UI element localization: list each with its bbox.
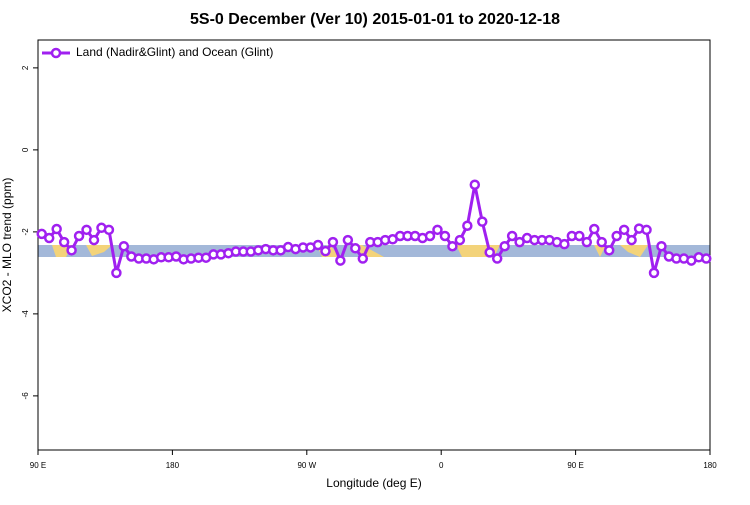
data-point	[611, 230, 622, 242]
data-point	[43, 232, 55, 244]
data-point	[342, 234, 354, 246]
data-point	[648, 267, 660, 279]
data-point	[454, 234, 466, 246]
y-tick-label: 0	[21, 147, 30, 152]
x-tick-label: 0	[439, 461, 444, 470]
data-point	[581, 236, 593, 248]
data-point	[499, 240, 510, 252]
data-point	[589, 223, 600, 235]
data-point	[574, 230, 585, 242]
data-point	[477, 216, 488, 227]
y-tick-label: 2	[21, 65, 30, 70]
data-point	[641, 224, 652, 236]
data-point	[73, 230, 85, 242]
data-point	[312, 239, 324, 251]
data-point	[491, 253, 503, 264]
data-point	[656, 240, 667, 252]
data-point	[506, 230, 518, 242]
data-point	[36, 228, 47, 240]
chart-title: 5S-0 December (Ver 10) 2015-01-01 to 202…	[190, 11, 560, 28]
y-axis-label: XCO2 - MLO trend (ppm)	[0, 178, 14, 313]
data-point	[335, 255, 346, 266]
data-point	[559, 238, 570, 250]
data-point	[469, 179, 481, 190]
data-point	[432, 224, 443, 236]
data-point	[350, 243, 361, 254]
y-tick-label: -4	[21, 310, 30, 318]
data-point	[81, 224, 92, 236]
data-point	[596, 236, 607, 248]
y-tick-label: -6	[21, 392, 30, 400]
data-point	[626, 234, 637, 246]
data-point	[484, 247, 495, 258]
x-tick-label: 90 E	[567, 461, 583, 470]
data-point	[701, 253, 712, 264]
data-point	[447, 240, 458, 252]
plot-frame	[37, 39, 711, 451]
data-point	[327, 236, 339, 248]
data-point	[320, 245, 331, 257]
data-point	[51, 223, 62, 235]
data-point	[58, 236, 70, 248]
legend-marker	[50, 47, 62, 59]
data-point	[514, 236, 525, 248]
legend-label: Land (Nadir&Glint) and Ocean (Glint)	[76, 45, 273, 59]
x-tick-label: 90 W	[297, 461, 316, 470]
x-tick-label: 90 E	[30, 461, 46, 470]
data-point	[439, 230, 451, 242]
y-tick-label: -2	[21, 228, 30, 236]
x-axis-label: Longitude (deg E)	[326, 476, 421, 490]
data-point	[603, 245, 615, 256]
data-point	[66, 245, 77, 256]
x-tick-label: 180	[166, 461, 180, 470]
data-point	[103, 224, 115, 236]
data-point	[618, 224, 630, 236]
data-point	[424, 230, 436, 242]
legend: Land (Nadir&Glint) and Ocean (Glint)	[42, 45, 273, 59]
data-point	[462, 220, 473, 231]
data-point	[118, 240, 130, 252]
x-tick-label: 180	[703, 461, 717, 470]
data-point	[357, 253, 369, 264]
data-point	[88, 234, 100, 246]
data-point	[111, 267, 122, 279]
